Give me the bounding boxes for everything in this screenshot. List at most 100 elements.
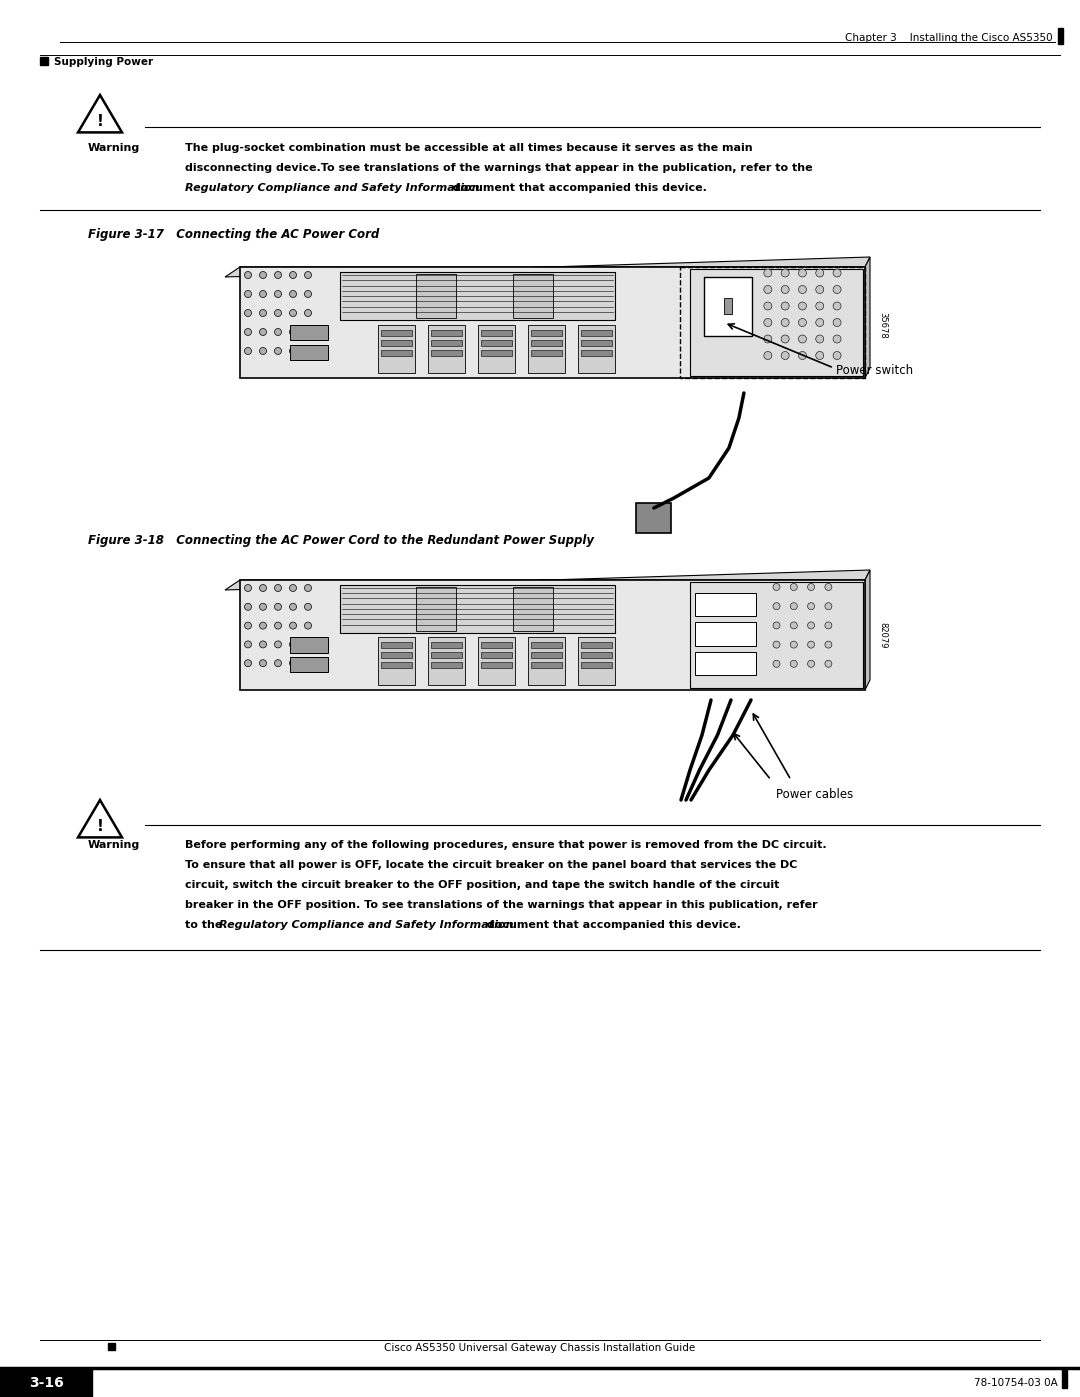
Circle shape [764, 270, 772, 277]
Bar [380, 349, 411, 356]
Bar [380, 330, 411, 335]
Bar [108, 1343, 114, 1350]
Circle shape [244, 310, 252, 317]
Bar [477, 324, 515, 373]
Circle shape [274, 348, 282, 355]
Bar [578, 324, 615, 373]
Circle shape [244, 659, 252, 666]
Text: !: ! [96, 819, 104, 834]
Circle shape [833, 285, 841, 293]
Bar [530, 339, 562, 345]
Circle shape [825, 602, 832, 609]
Bar [581, 349, 612, 356]
Circle shape [305, 328, 311, 335]
Bar [378, 324, 415, 373]
Bar [690, 270, 863, 376]
Circle shape [244, 348, 252, 355]
Polygon shape [78, 95, 122, 133]
Circle shape [289, 622, 297, 629]
Circle shape [781, 270, 789, 277]
Text: Power cables: Power cables [777, 788, 853, 800]
Circle shape [289, 328, 297, 335]
Bar [696, 622, 756, 645]
Circle shape [833, 352, 841, 359]
Bar [380, 339, 411, 345]
Bar [428, 637, 465, 685]
Bar [481, 330, 512, 335]
Text: Chapter 3    Installing the Cisco AS5350: Chapter 3 Installing the Cisco AS5350 [846, 34, 1053, 43]
Circle shape [259, 641, 267, 648]
Text: Power switch: Power switch [836, 363, 913, 377]
Circle shape [833, 302, 841, 310]
Circle shape [815, 352, 824, 359]
Circle shape [773, 661, 780, 668]
Bar [431, 349, 462, 356]
Circle shape [274, 659, 282, 666]
Circle shape [305, 310, 311, 317]
Bar [696, 592, 756, 616]
Bar [428, 324, 465, 373]
Circle shape [274, 328, 282, 335]
Text: 35678: 35678 [878, 312, 887, 338]
Circle shape [244, 622, 252, 629]
Text: breaker in the OFF position. To see translations of the warnings that appear in : breaker in the OFF position. To see tran… [185, 900, 818, 909]
Polygon shape [225, 257, 870, 277]
Bar [696, 652, 756, 675]
Bar [527, 324, 565, 373]
Circle shape [791, 602, 797, 609]
Circle shape [305, 641, 311, 648]
Circle shape [773, 622, 780, 629]
Circle shape [773, 641, 780, 648]
Circle shape [305, 348, 311, 355]
Circle shape [274, 584, 282, 591]
Circle shape [825, 661, 832, 668]
Bar [340, 272, 615, 320]
Circle shape [289, 641, 297, 648]
Text: Regulatory Compliance and Safety Information: Regulatory Compliance and Safety Informa… [219, 921, 513, 930]
Circle shape [815, 285, 824, 293]
Text: circuit, switch the circuit breaker to the OFF position, and tape the switch han: circuit, switch the circuit breaker to t… [185, 880, 780, 890]
Bar [378, 637, 415, 685]
Circle shape [798, 319, 807, 327]
Circle shape [764, 319, 772, 327]
Text: Cisco AS5350 Universal Gateway Chassis Installation Guide: Cisco AS5350 Universal Gateway Chassis I… [384, 1343, 696, 1354]
Circle shape [259, 348, 267, 355]
Circle shape [773, 584, 780, 591]
Circle shape [781, 335, 789, 344]
Bar [240, 267, 865, 379]
Circle shape [289, 291, 297, 298]
Bar [431, 330, 462, 335]
Bar [581, 662, 612, 668]
Circle shape [833, 335, 841, 344]
Circle shape [289, 604, 297, 610]
Bar [578, 637, 615, 685]
Circle shape [808, 661, 814, 668]
Circle shape [808, 602, 814, 609]
Bar [481, 339, 512, 345]
Bar [291, 637, 327, 652]
Circle shape [289, 310, 297, 317]
Polygon shape [78, 800, 122, 837]
Bar [380, 652, 411, 658]
Circle shape [798, 302, 807, 310]
Bar [690, 583, 863, 687]
Bar [513, 274, 553, 319]
Circle shape [244, 271, 252, 278]
Bar [477, 637, 515, 685]
Bar [1062, 1368, 1067, 1389]
Circle shape [798, 285, 807, 293]
Bar [581, 643, 612, 648]
Bar [380, 662, 411, 668]
Circle shape [791, 661, 797, 668]
Bar [581, 339, 612, 345]
Bar [704, 277, 753, 335]
Bar [340, 585, 615, 633]
Bar [0, 1368, 92, 1397]
Circle shape [833, 270, 841, 277]
Circle shape [815, 319, 824, 327]
Circle shape [808, 622, 814, 629]
Circle shape [798, 352, 807, 359]
Circle shape [773, 602, 780, 609]
Bar [291, 345, 327, 360]
Circle shape [274, 604, 282, 610]
